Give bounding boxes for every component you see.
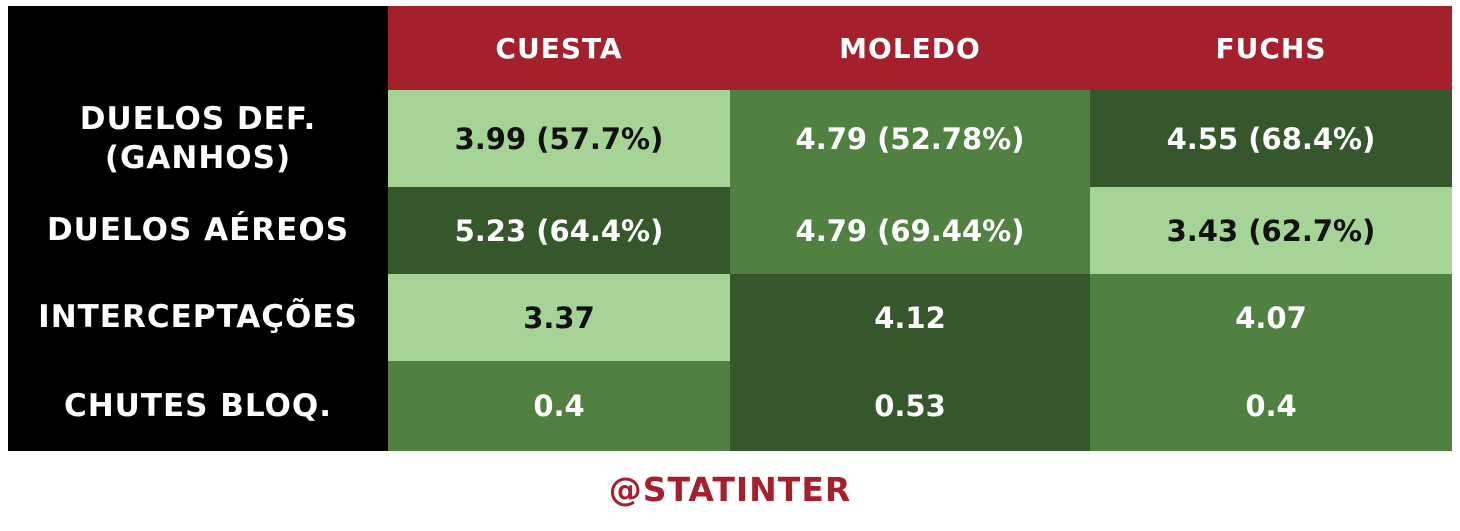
table-cell: 4.79 (52.78%) [730, 90, 1090, 187]
table-cell: 3.37 [388, 274, 730, 361]
column-header-fuchs: FUCHS [1215, 31, 1327, 65]
table-cell: 4.07 [1090, 274, 1452, 361]
table-cell: 4.12 [730, 274, 1090, 361]
header-bar [388, 6, 1452, 90]
row-label-line: INTERCEPTAÇÕES [38, 299, 358, 336]
row-label: INTERCEPTAÇÕES [8, 274, 388, 361]
stats-table: 3.99 (57.7%) 4.79 (52.78%) 4.55 (68.4%) 5.2… [8, 6, 1452, 451]
row-label-text: DUELOS DEF. (GANHOS) [80, 100, 317, 178]
column-header-moledo: MOLEDO [839, 31, 981, 65]
table-cell: 0.4 [388, 361, 730, 451]
row-label-text: INTERCEPTAÇÕES [38, 298, 358, 337]
row-label: DUELOS DEF. (GANHOS) [8, 90, 388, 187]
row-label-line: DUELOS AÉREOS [46, 212, 350, 249]
row-label-line: (GANHOS) [104, 139, 292, 176]
row-label: DUELOS AÉREOS [8, 187, 388, 274]
footer-handle: @STATINTER [608, 470, 852, 509]
row-label-line: CHUTES BLOQ. [63, 387, 333, 424]
row-label-text: CHUTES BLOQ. [64, 387, 332, 426]
table-cell: 0.4 [1090, 361, 1452, 451]
row-label-panel [8, 6, 388, 451]
row-label: CHUTES BLOQ. [8, 361, 388, 451]
row-label-line: DUELOS DEF. [79, 100, 317, 137]
table-cell: 3.99 (57.7%) [388, 90, 730, 187]
column-header-cuesta: CUESTA [495, 31, 623, 65]
table-cell: 0.53 [730, 361, 1090, 451]
table-cell: 5.23 (64.4%) [388, 187, 730, 274]
table-cell: 4.79 (69.44%) [730, 187, 1090, 274]
table-cell: 4.55 (68.4%) [1090, 90, 1452, 187]
table-cell: 3.43 (62.7%) [1090, 187, 1452, 274]
row-label-text: DUELOS AÉREOS [47, 211, 349, 250]
